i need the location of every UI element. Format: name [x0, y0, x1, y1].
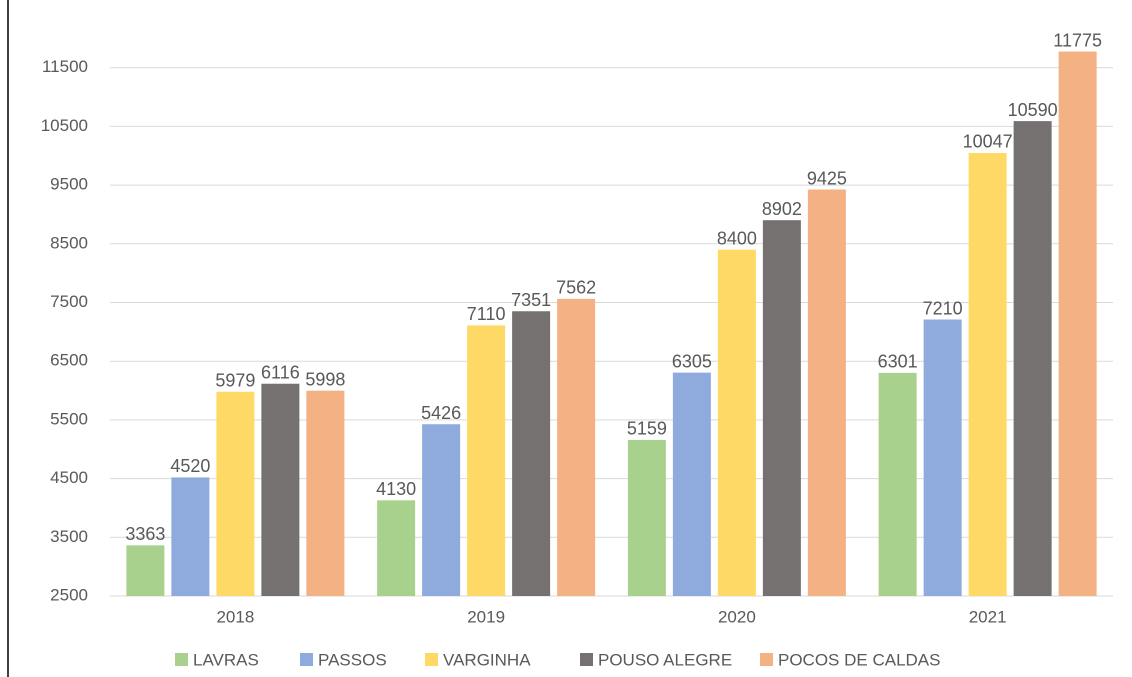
- bar: [512, 311, 551, 596]
- value-label: 10590: [1008, 100, 1058, 120]
- y-tick-label: 8500: [50, 233, 88, 252]
- x-tick-label: 2018: [216, 607, 254, 626]
- y-tick-label: 3500: [50, 527, 88, 546]
- value-label: 7351: [511, 290, 551, 310]
- legend-swatch: [580, 653, 593, 666]
- value-label: 5159: [627, 419, 667, 439]
- bar: [717, 249, 756, 597]
- bar: [422, 424, 461, 596]
- value-label: 4520: [170, 456, 210, 476]
- bar: [557, 298, 596, 596]
- bar: [261, 383, 300, 596]
- legend-swatch: [760, 653, 773, 666]
- y-tick-label: 11500: [42, 57, 88, 76]
- value-label: 7562: [556, 278, 596, 298]
- bar: [1013, 121, 1052, 596]
- bar: [467, 325, 506, 596]
- value-label: 11775: [1053, 30, 1102, 50]
- bar: [306, 390, 345, 596]
- legend-label: PASSOS: [318, 650, 387, 669]
- bar: [171, 477, 210, 596]
- legend-label: VARGINHA: [443, 650, 531, 669]
- legend-label: POCOS DE CALDAS: [778, 650, 941, 669]
- bar: [216, 391, 255, 596]
- y-tick-label: 5500: [50, 409, 88, 428]
- value-label: 10047: [963, 132, 1013, 152]
- legend-swatch: [300, 653, 313, 666]
- x-tick-label: 2019: [467, 607, 505, 626]
- value-label: 8902: [762, 199, 802, 219]
- y-tick-label: 4500: [50, 468, 88, 487]
- value-label: 9425: [807, 168, 847, 188]
- bar: [923, 319, 962, 596]
- x-tick-label: 2020: [718, 607, 756, 626]
- value-label: 6116: [261, 362, 300, 382]
- value-label: 8400: [717, 228, 757, 248]
- y-tick-label: 7500: [50, 292, 88, 311]
- bar: [126, 545, 165, 596]
- value-label: 5426: [421, 403, 461, 423]
- y-tick-label: 9500: [50, 175, 88, 194]
- value-label: 4130: [376, 479, 416, 499]
- bar: [807, 189, 846, 596]
- bar: [968, 152, 1007, 597]
- x-tick-label: 2021: [969, 607, 1007, 626]
- value-label: 6305: [672, 351, 712, 371]
- value-label: 7210: [923, 298, 963, 318]
- y-tick-label: 10500: [41, 116, 88, 135]
- value-label: 3363: [125, 524, 165, 544]
- legend-swatch: [175, 653, 188, 666]
- y-tick-label: 6500: [50, 351, 88, 370]
- bar: [878, 372, 917, 596]
- legend-label: LAVRAS: [193, 650, 259, 669]
- y-tick-label: 2500: [50, 585, 88, 604]
- value-label: 5979: [215, 371, 255, 391]
- value-label: 5998: [305, 369, 345, 389]
- bar: [377, 500, 416, 596]
- bar: [672, 372, 711, 596]
- legend-label: POUSO ALEGRE: [598, 650, 732, 669]
- bar: [1058, 51, 1097, 597]
- bar: [762, 220, 801, 596]
- value-label: 6301: [878, 352, 918, 372]
- bar: [627, 439, 666, 596]
- value-label: 7110: [467, 304, 506, 324]
- legend-swatch: [425, 653, 438, 666]
